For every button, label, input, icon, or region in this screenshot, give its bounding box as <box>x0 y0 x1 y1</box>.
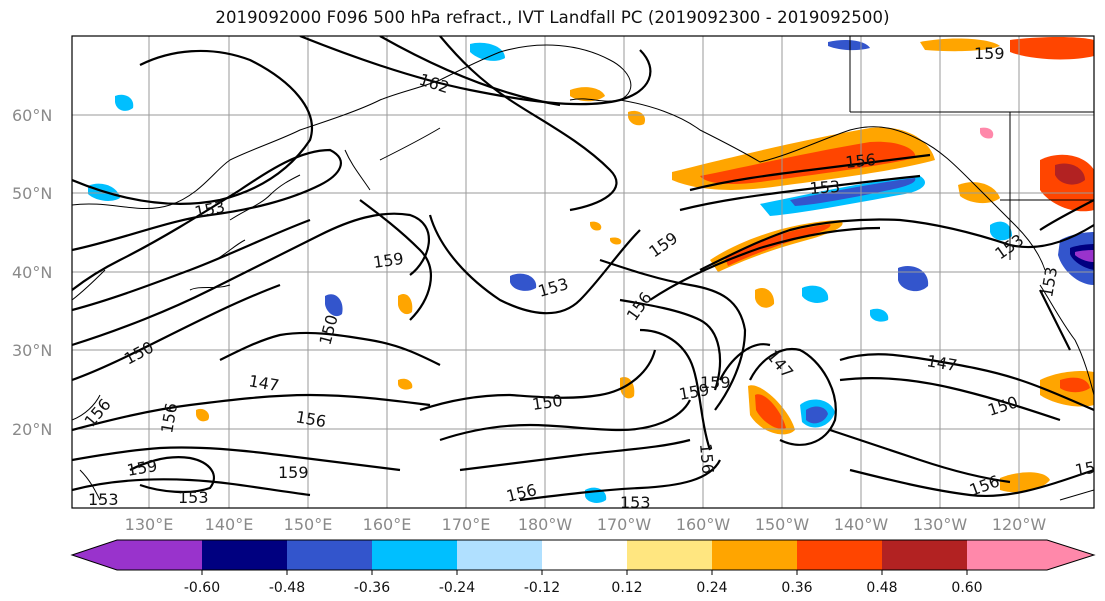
contour-label: 156 <box>844 150 876 172</box>
positive-patch <box>398 293 413 315</box>
positive-patch <box>196 408 210 422</box>
contour-label: 153 <box>809 177 841 198</box>
lat-label: 60°N <box>12 106 52 125</box>
contour-label: 159 <box>278 463 309 482</box>
lon-label: 160°W <box>676 515 731 534</box>
contour-label: 150 <box>531 391 564 414</box>
colorbar-segment <box>542 540 627 570</box>
positive-patch <box>610 237 622 245</box>
map-title: 2019092000 F096 500 hPa refract., IVT La… <box>215 8 890 27</box>
lon-label: 180°W <box>518 515 573 534</box>
colorbar-tick-label: -0.48 <box>269 580 305 596</box>
colorbar-segment <box>457 540 542 570</box>
positive-patch <box>590 221 602 231</box>
lon-label: 170°W <box>597 515 652 534</box>
lat-label: 30°N <box>12 341 52 360</box>
colorbar-tick-label: 0.48 <box>866 580 897 596</box>
colorbar-segment <box>797 540 882 570</box>
colorbar-segment <box>712 540 797 570</box>
colorbar-segment <box>627 540 712 570</box>
positive-patch <box>1010 37 1094 60</box>
colorbar-tick-label: -0.36 <box>354 580 390 596</box>
lon-label: 150°E <box>284 515 333 534</box>
contour-label: 159 <box>700 373 731 392</box>
colorbar-outline <box>70 539 1096 571</box>
lon-label: 130°E <box>125 515 174 534</box>
longitude-labels: 130°E 140°E 150°E 160°E 170°E 180°W 170°… <box>125 515 1047 534</box>
lon-label: 130°W <box>913 515 968 534</box>
colorbar-tick-label: 0.24 <box>696 580 727 596</box>
latitude-labels: 60°N 50°N 40°N 30°N 20°N <box>12 106 52 439</box>
negative-patch <box>325 294 343 317</box>
lon-label: 140°E <box>205 515 254 534</box>
lon-label: 170°E <box>442 515 491 534</box>
positive-patch <box>1060 377 1090 393</box>
lat-label: 40°N <box>12 263 52 282</box>
colorbar-tick-label: 0.60 <box>951 580 982 596</box>
lon-label: 140°W <box>834 515 889 534</box>
negative-patch <box>1075 250 1094 262</box>
colorbar-segment <box>72 540 117 570</box>
map-frame <box>71 35 1095 509</box>
positive-patch <box>570 87 605 102</box>
colorbar: -0.60 -0.48 -0.36 -0.24 -0.12 0.12 0.24 … <box>70 539 1096 596</box>
positive-patch <box>1055 163 1085 185</box>
colorbar-segment <box>1047 540 1094 570</box>
colorbar-segment <box>967 540 1047 570</box>
negative-patch <box>990 221 1012 241</box>
contour-label: 156 <box>696 443 718 475</box>
negative-patch <box>470 42 505 61</box>
lat-label: 50°N <box>12 184 52 203</box>
positive-patch <box>398 378 413 390</box>
negative-patch <box>870 308 889 322</box>
contour-label: 159 <box>372 249 405 272</box>
colorbar-tick-label: -0.12 <box>524 580 560 596</box>
contour-label: 15 <box>1073 458 1096 480</box>
lon-label: 150°W <box>755 515 810 534</box>
positive-patch <box>725 224 831 266</box>
colorbar-segment <box>372 540 457 570</box>
negative-patch <box>980 127 994 139</box>
negative-patch <box>510 273 537 291</box>
refractivity-contours <box>72 36 1094 502</box>
colorbar-segment <box>117 540 202 570</box>
negative-patch <box>802 285 829 303</box>
colorbar-tick-label: -0.24 <box>439 580 475 596</box>
contour-label: 159 <box>974 44 1005 63</box>
positive-patch <box>755 394 786 429</box>
lat-label: 20°N <box>12 420 52 439</box>
colorbar-segment <box>882 540 967 570</box>
colorbar-tick-label: 0.36 <box>781 580 812 596</box>
positive-patch <box>755 287 775 308</box>
contour-label: 153 <box>178 488 209 507</box>
colorbar-segment <box>202 540 287 570</box>
colorbar-tick-label: -0.60 <box>184 580 220 596</box>
negative-patch <box>806 406 828 424</box>
lon-label: 120°W <box>992 515 1047 534</box>
negative-patch <box>790 178 916 206</box>
negative-patch <box>828 40 870 51</box>
colorbar-tick-label: 0.12 <box>611 580 642 596</box>
contour-label: 153 <box>620 493 651 512</box>
lon-label: 160°E <box>363 515 412 534</box>
contour-label: 153 <box>88 490 119 509</box>
colorbar-segment <box>287 540 372 570</box>
negative-patch <box>115 94 134 111</box>
